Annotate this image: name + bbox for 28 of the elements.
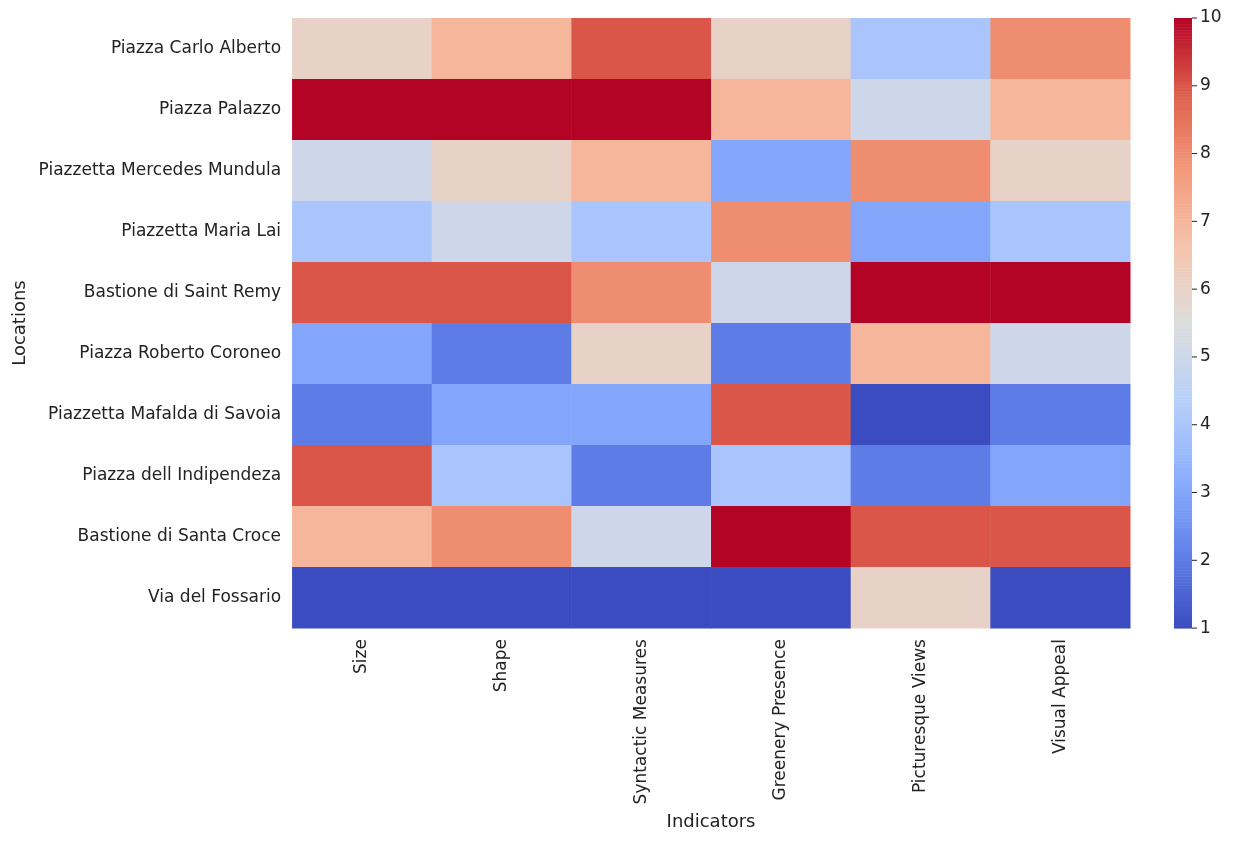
color-bar-label: 9	[1200, 74, 1211, 95]
y-axis-title: Locations	[8, 280, 30, 366]
x-axis-title: Indicators	[666, 809, 756, 831]
color-bar-label: 7	[1200, 209, 1211, 230]
y-tick-label: Piazza Carlo Alberto	[110, 36, 282, 57]
x-tick-label: Picturesque Views	[908, 638, 929, 794]
color-bar-label: 3	[1200, 480, 1211, 501]
color-bar-label: 5	[1200, 345, 1211, 366]
color-bar-label: 6	[1200, 277, 1211, 298]
color-bar-label: 2	[1200, 548, 1211, 569]
y-tick-label: Piazzetta Mafalda di Savoia	[48, 402, 282, 423]
y-tick-label: Piazza Roberto Coroneo	[79, 341, 282, 362]
color-bar-label: 1	[1200, 616, 1211, 637]
y-tick-label: Piazza Palazzo	[159, 97, 282, 118]
color-bar-label: 10	[1200, 6, 1222, 27]
y-tick-label: Bastione di Saint Remy	[83, 280, 282, 301]
x-tick-label: Greenery Presence	[769, 639, 790, 801]
color-bar-label: 8	[1200, 142, 1211, 162]
y-tick-label: Piazza dell Indipendeza	[82, 464, 282, 484]
y-tick-label: Bastione di Santa Croce	[77, 525, 282, 546]
x-tick-label: Size	[350, 639, 371, 674]
x-tick-label: Syntactic Measures	[629, 638, 650, 805]
color-bar-label: 4	[1200, 413, 1211, 434]
x-tick-label: Visual Appeal	[1048, 639, 1069, 755]
y-tick-label: Piazzetta Maria Lai	[121, 219, 282, 240]
y-tick-label: Piazzetta Mercedes Mundula	[38, 158, 282, 179]
x-tick-label: Shape	[489, 639, 510, 693]
y-tick-label: Via del Fossario	[148, 586, 282, 607]
